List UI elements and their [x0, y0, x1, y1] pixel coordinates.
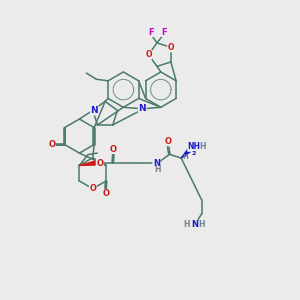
Text: H: H: [198, 220, 205, 229]
Text: H: H: [182, 154, 188, 160]
Text: N: N: [138, 104, 146, 113]
Text: O: O: [48, 140, 55, 149]
Text: N: N: [191, 220, 198, 229]
Text: H: H: [154, 165, 160, 174]
Text: O: O: [145, 50, 152, 59]
Text: O: O: [89, 184, 96, 193]
Text: O: O: [168, 43, 174, 52]
Text: H: H: [200, 142, 206, 152]
Text: O: O: [96, 158, 103, 167]
Text: O: O: [164, 137, 171, 146]
Text: F: F: [148, 28, 154, 37]
Text: O: O: [103, 190, 110, 199]
Text: H: H: [183, 220, 189, 229]
Text: F: F: [161, 28, 167, 37]
Text: 2: 2: [192, 151, 196, 156]
Text: NH: NH: [188, 142, 201, 152]
Text: N: N: [91, 106, 98, 115]
Polygon shape: [79, 161, 96, 166]
Text: N: N: [153, 158, 160, 167]
Polygon shape: [181, 149, 191, 158]
Text: O: O: [110, 145, 117, 154]
